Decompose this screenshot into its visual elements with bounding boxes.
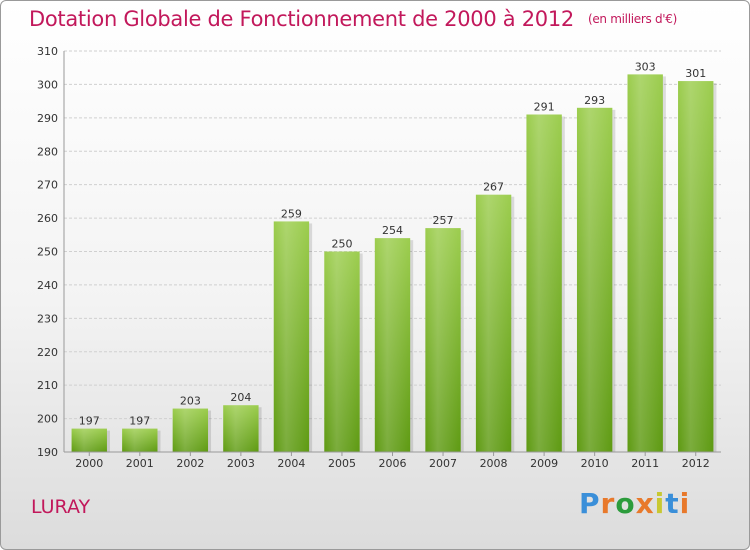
value-label-2002: 203 [180, 395, 201, 408]
bar-highlight [576, 107, 613, 452]
value-label-2001: 197 [129, 415, 150, 428]
bar-highlight [425, 228, 461, 452]
logo-letter: i [679, 487, 691, 520]
logo-letter: o [615, 487, 636, 520]
y-tick-label: 200 [37, 413, 58, 426]
x-tick-label-2008: 2008 [480, 457, 508, 470]
bar-highlight [122, 428, 158, 452]
y-tick-label: 300 [37, 78, 58, 91]
value-label-2004: 259 [281, 207, 302, 220]
bar-highlight [324, 251, 360, 452]
value-label-2003: 204 [230, 391, 251, 404]
logo-letter: t [665, 487, 680, 520]
y-tick-label: 290 [37, 112, 58, 125]
bar-highlight [526, 114, 562, 452]
bar-highlight [273, 221, 310, 452]
x-tick-label-2003: 2003 [227, 457, 255, 470]
bar-highlight [475, 194, 512, 453]
chart-title: Dotation Globale de Fonctionnement de 20… [29, 7, 677, 31]
logo-letter: P [579, 487, 601, 520]
y-tick-label: 310 [37, 45, 58, 58]
y-tick-label: 230 [37, 312, 58, 325]
x-tick-label-2005: 2005 [328, 457, 356, 470]
x-tick-label-2004: 2004 [277, 457, 305, 470]
value-label-2005: 250 [331, 238, 352, 251]
logo-letter: x [635, 487, 655, 520]
y-tick-label: 190 [37, 446, 58, 459]
place-name: LURAY [31, 496, 91, 518]
bar-highlight [627, 74, 663, 453]
y-tick-label: 210 [37, 379, 58, 392]
x-tick-label-2009: 2009 [530, 457, 558, 470]
x-tick-label-2012: 2012 [682, 457, 710, 470]
value-label-2008: 267 [483, 181, 504, 194]
bar-highlight [172, 408, 209, 452]
value-label-2007: 257 [433, 214, 454, 227]
y-tick-label: 250 [37, 246, 58, 259]
x-tick-label-2007: 2007 [429, 457, 457, 470]
y-tick-label: 280 [37, 145, 58, 158]
logo-letter: r [600, 487, 616, 520]
x-tick-label-2010: 2010 [581, 457, 609, 470]
logo-letter: i [654, 487, 666, 520]
x-tick-label-2011: 2011 [631, 457, 659, 470]
value-label-2012: 301 [685, 67, 706, 80]
x-tick-label-2001: 2001 [126, 457, 154, 470]
bar-highlight [374, 238, 411, 452]
bar-highlight [223, 405, 259, 452]
value-label-2009: 291 [534, 100, 555, 113]
chart-title-text: Dotation Globale de Fonctionnement de 20… [29, 7, 574, 31]
bar-highlight [71, 428, 107, 452]
x-tick-label-2000: 2000 [75, 457, 103, 470]
value-label-2011: 303 [635, 60, 656, 73]
value-label-2006: 254 [382, 224, 403, 237]
y-tick-label: 240 [37, 279, 58, 292]
y-tick-label: 260 [37, 212, 58, 225]
chart-subtitle: (en milliers d'€) [587, 12, 677, 26]
y-tick-label: 220 [37, 346, 58, 359]
proxiti-logo: Proxiti [579, 487, 690, 520]
x-tick-label-2006: 2006 [379, 457, 407, 470]
value-label-2010: 293 [584, 94, 605, 107]
bar-highlight [678, 81, 714, 452]
y-tick-label: 270 [37, 179, 58, 192]
value-label-2000: 197 [79, 415, 100, 428]
x-tick-label-2002: 2002 [176, 457, 204, 470]
